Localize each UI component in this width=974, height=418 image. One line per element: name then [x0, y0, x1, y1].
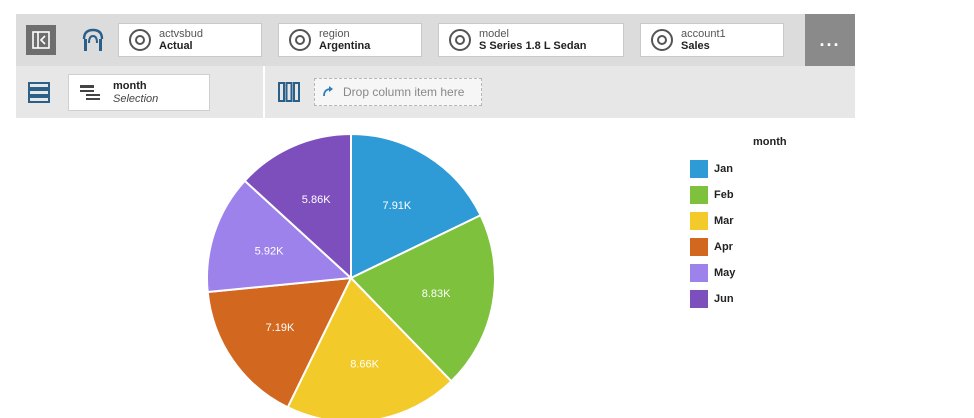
- legend-item-mar[interactable]: Mar: [690, 212, 734, 230]
- row-item-name: month: [113, 79, 147, 92]
- legend-item-jan[interactable]: Jan: [690, 160, 733, 178]
- pages-icon[interactable]: [80, 26, 106, 54]
- data-label-may: 5.92K: [255, 246, 284, 258]
- more-options-button[interactable]: ...: [805, 14, 855, 66]
- legend-label: Feb: [714, 189, 734, 201]
- legend-item-jun[interactable]: Jun: [690, 290, 734, 308]
- pie-slice-mar[interactable]: [286, 276, 453, 418]
- rows-icon[interactable]: [26, 78, 52, 106]
- pie-slice-may[interactable]: [206, 179, 354, 294]
- rows-columns-bar: month Selection Drop column item here: [16, 66, 855, 118]
- drop-column-zone[interactable]: Drop column item here: [314, 78, 482, 106]
- pie-slice-apr[interactable]: [206, 276, 353, 409]
- legend-item-apr[interactable]: Apr: [690, 238, 733, 256]
- filter-value: S Series 1.8 L Sedan: [479, 39, 587, 52]
- pie-slice-jan[interactable]: [350, 132, 482, 280]
- filter-name: account1: [681, 27, 726, 40]
- legend-swatch: [690, 212, 708, 230]
- redo-arrow-icon: [323, 86, 333, 97]
- dimension-icon: [651, 29, 673, 51]
- legend-item-may[interactable]: May: [690, 264, 735, 282]
- filter-value: Argentina: [319, 39, 371, 52]
- columns-icon[interactable]: [276, 78, 302, 106]
- filter-toolbar: actvsbud Actual region Argentina model S…: [16, 14, 855, 66]
- legend-label: Jun: [714, 293, 734, 305]
- data-label-jun: 5.86K: [302, 194, 331, 206]
- legend-title: month: [753, 136, 787, 148]
- data-label-jan: 7.91K: [383, 200, 412, 212]
- legend-swatch: [690, 238, 708, 256]
- filter-tile-actvsbud[interactable]: actvsbud Actual: [118, 23, 262, 57]
- pie-slice-feb[interactable]: [349, 213, 496, 383]
- legend-swatch: [690, 264, 708, 282]
- legend-swatch: [690, 290, 708, 308]
- legend-label: Apr: [714, 241, 733, 253]
- hierarchy-icon: [80, 84, 100, 100]
- dimension-icon: [289, 29, 311, 51]
- pie-slice-jun[interactable]: [243, 132, 352, 281]
- data-label-feb: 8.83K: [422, 288, 451, 300]
- filter-name: actvsbud: [159, 27, 204, 40]
- more-options-label: ...: [819, 29, 841, 50]
- row-item-month[interactable]: month Selection: [68, 74, 210, 111]
- dimension-icon: [449, 29, 471, 51]
- drop-column-placeholder: Drop column item here: [343, 85, 465, 99]
- collapse-panel-icon: [32, 31, 50, 49]
- filter-tile-region[interactable]: region Argentina: [278, 23, 422, 57]
- filter-value: Actual: [159, 39, 193, 52]
- legend-swatch: [690, 160, 708, 178]
- legend-label: Jan: [714, 163, 733, 175]
- row-item-value: Selection: [113, 92, 159, 105]
- collapse-panel-button[interactable]: [26, 25, 56, 55]
- divider: [263, 66, 265, 118]
- data-label-apr: 7.19K: [266, 322, 295, 334]
- filter-value: Sales: [681, 39, 710, 52]
- filter-name: region: [319, 27, 350, 40]
- data-label-mar: 8.66K: [350, 358, 379, 370]
- legend-label: May: [714, 267, 736, 279]
- filter-tile-model[interactable]: model S Series 1.8 L Sedan: [438, 23, 624, 57]
- legend-swatch: [690, 186, 708, 204]
- dimension-icon: [129, 29, 151, 51]
- legend-label: Mar: [714, 215, 734, 227]
- filter-tile-account1[interactable]: account1 Sales: [640, 23, 784, 57]
- legend-item-feb[interactable]: Feb: [690, 186, 734, 204]
- filter-name: model: [479, 27, 509, 40]
